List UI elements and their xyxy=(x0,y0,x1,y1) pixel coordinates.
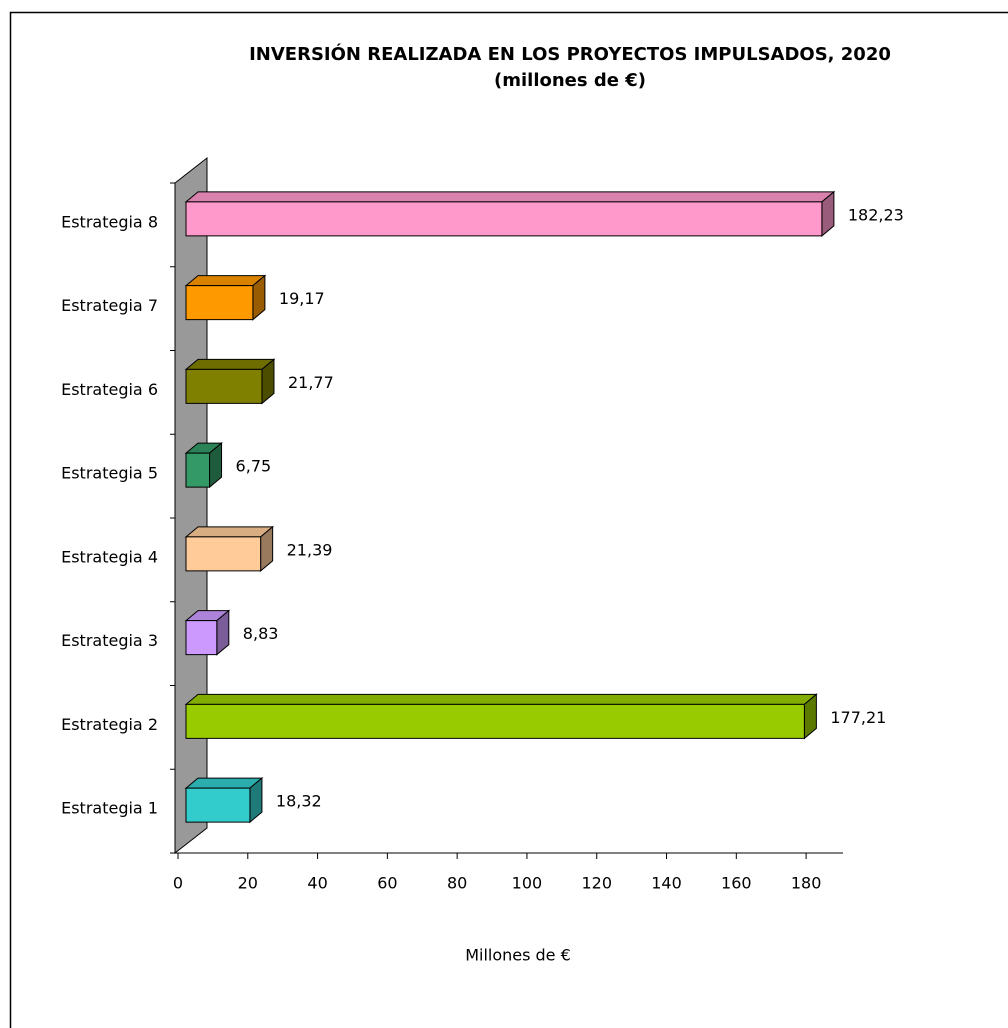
x-tick-label: 180 xyxy=(791,874,822,893)
y-tick-label: Estrategia 5 xyxy=(61,464,158,483)
bar-top xyxy=(184,693,818,705)
chart-title: INVERSIÓN REALIZADA EN LOS PROYECTOS IMP… xyxy=(249,43,891,65)
back-wall xyxy=(174,156,208,855)
bar-top xyxy=(184,358,276,370)
value-label: 8,83 xyxy=(243,624,279,643)
bar-top xyxy=(184,191,836,203)
bar-top xyxy=(184,275,267,287)
bar xyxy=(185,285,254,321)
y-tick-label: Estrategia 6 xyxy=(61,380,158,399)
x-tick-label: 160 xyxy=(721,874,752,893)
bar-top xyxy=(184,777,264,789)
x-tick-label: 20 xyxy=(238,874,258,893)
bar xyxy=(185,787,251,823)
value-label: 21,77 xyxy=(288,373,334,392)
chart-border xyxy=(9,11,1008,1028)
y-tick-label: Estrategia 2 xyxy=(61,715,158,734)
bar xyxy=(185,452,211,488)
bar xyxy=(185,368,263,404)
x-tick-label: 120 xyxy=(581,874,612,893)
x-tick-label: 60 xyxy=(377,874,397,893)
bar-top xyxy=(184,526,275,538)
bar xyxy=(185,536,262,572)
x-axis-label: Millones de € xyxy=(465,946,571,965)
value-label: 18,32 xyxy=(276,792,322,811)
value-label: 19,17 xyxy=(279,289,325,308)
bar xyxy=(185,703,805,739)
value-label: 177,21 xyxy=(830,708,886,727)
x-tick-label: 140 xyxy=(651,874,682,893)
value-label: 6,75 xyxy=(236,457,272,476)
bar xyxy=(185,201,823,237)
value-label: 182,23 xyxy=(848,205,904,224)
x-tick-label: 80 xyxy=(447,874,467,893)
x-tick-label: 0 xyxy=(173,874,183,893)
value-label: 21,39 xyxy=(287,540,333,559)
y-tick-label: Estrategia 4 xyxy=(61,547,158,566)
y-tick-label: Estrategia 1 xyxy=(61,799,158,818)
bar xyxy=(185,620,218,656)
chart-subtitle: (millones de €) xyxy=(494,70,646,91)
y-tick-label: Estrategia 7 xyxy=(61,296,158,315)
y-tick-label: Estrategia 8 xyxy=(61,212,158,231)
x-tick-label: 40 xyxy=(307,874,327,893)
x-tick-label: 100 xyxy=(512,874,543,893)
y-tick-label: Estrategia 3 xyxy=(61,631,158,650)
